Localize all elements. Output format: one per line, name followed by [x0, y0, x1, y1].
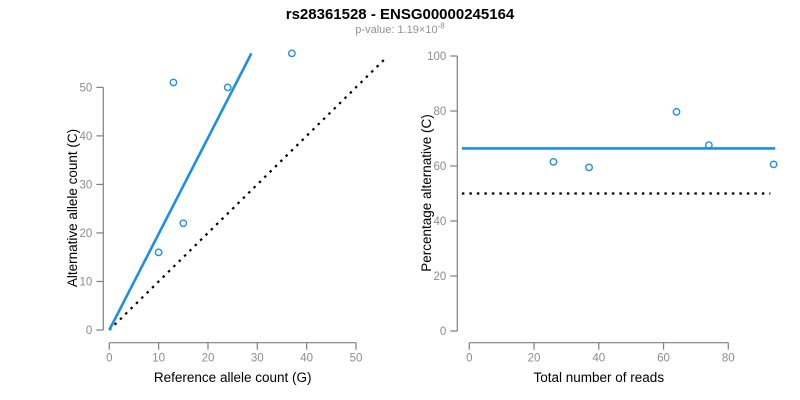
y-tick-label: 0 — [440, 326, 446, 338]
y-tick-label: 40 — [434, 216, 447, 228]
x-tick-label: 10 — [152, 353, 165, 365]
pvalue-exponent: -8 — [437, 21, 445, 31]
x-tick-label: 20 — [528, 353, 541, 365]
plot-subtitle: p-value: 1.19×10-8 — [0, 21, 800, 36]
x-tick-label: 20 — [202, 353, 215, 365]
x-tick-label: 0 — [466, 353, 472, 365]
x-tick-label: 40 — [592, 353, 605, 365]
x-tick-label: 80 — [722, 353, 735, 365]
x-tick-label: 60 — [657, 353, 670, 365]
x-axis-title: Total number of reads — [534, 370, 665, 385]
x-tick-label: 50 — [350, 353, 363, 365]
y-tick-label: 10 — [80, 276, 93, 288]
x-tick-label: 40 — [300, 353, 313, 365]
data-point — [704, 141, 713, 150]
data-point — [287, 49, 296, 58]
data-point — [169, 78, 178, 87]
data-point — [223, 83, 232, 92]
x-axis-title: Reference allele count (G) — [154, 370, 312, 385]
y-axis-title: Alternative allele count (C) — [65, 129, 80, 287]
data-point — [585, 163, 593, 172]
y-tick-label: 40 — [80, 131, 93, 143]
data-point — [154, 248, 163, 257]
y-tick-label: 50 — [80, 82, 93, 94]
plot-title: rs28361528 - ENSG00000245164 — [285, 6, 515, 23]
fit-line — [108, 52, 253, 331]
y-tick-label: 80 — [434, 106, 447, 118]
data-point — [549, 157, 558, 166]
y-tick-label: 60 — [434, 161, 447, 173]
y-axis-title: Percentage alternative (C) — [419, 114, 434, 272]
y-tick-label: 100 — [427, 51, 446, 63]
data-point — [769, 160, 778, 169]
identity-line — [108, 57, 387, 331]
y-tick-label: 0 — [86, 325, 92, 337]
y-tick-label: 20 — [434, 271, 447, 283]
x-tick-label: 0 — [106, 353, 112, 365]
data-point — [179, 219, 188, 228]
x-tick-label: 30 — [251, 353, 264, 365]
y-tick-label: 30 — [80, 179, 93, 191]
data-point — [672, 107, 681, 116]
pvalue-text: p-value: 1.19×10 — [355, 24, 438, 36]
y-tick-label: 20 — [80, 228, 93, 240]
